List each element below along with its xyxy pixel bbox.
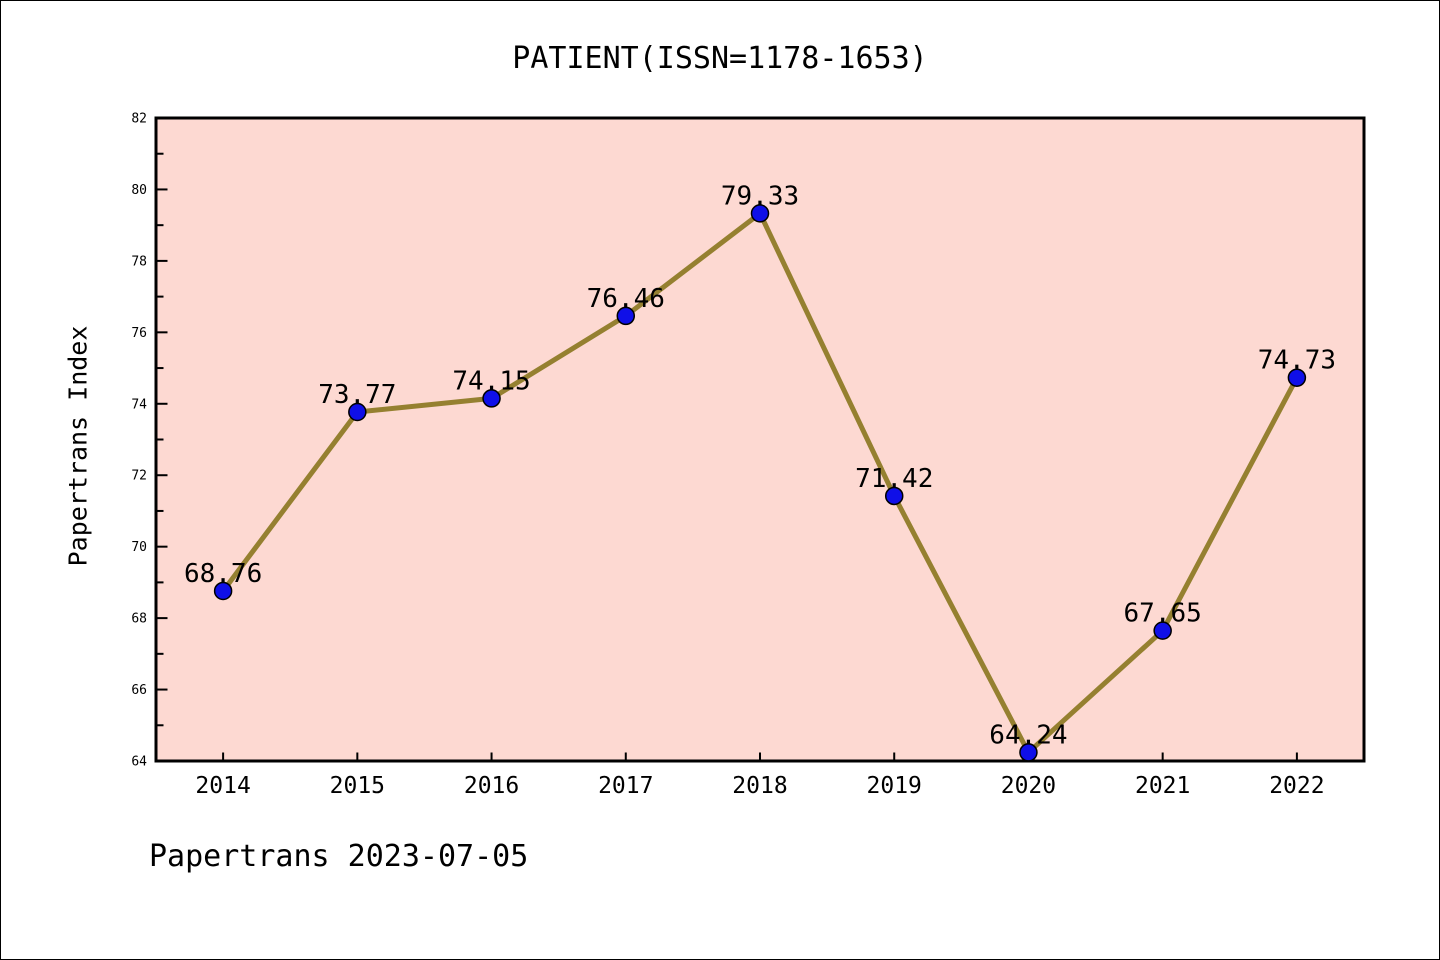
svg-text:68.76: 68.76 xyxy=(184,559,262,589)
svg-text:78: 78 xyxy=(131,254,147,269)
svg-text:64: 64 xyxy=(131,755,147,770)
svg-text:79.33: 79.33 xyxy=(721,181,799,211)
svg-text:71.42: 71.42 xyxy=(855,464,933,494)
svg-text:2016: 2016 xyxy=(464,773,519,799)
svg-text:70: 70 xyxy=(131,540,147,555)
chart-title: PATIENT(ISSN=1178-1653) xyxy=(512,41,928,76)
svg-text:76.46: 76.46 xyxy=(587,284,665,314)
svg-text:74.15: 74.15 xyxy=(452,366,530,396)
svg-text:2014: 2014 xyxy=(195,773,250,799)
footer-watermark: Papertrans 2023-07-05 xyxy=(149,839,529,874)
svg-text:73.77: 73.77 xyxy=(318,380,396,410)
svg-text:2015: 2015 xyxy=(330,773,385,799)
svg-text:64.24: 64.24 xyxy=(989,720,1067,750)
svg-text:2022: 2022 xyxy=(1269,773,1324,799)
svg-text:67.65: 67.65 xyxy=(1124,599,1202,629)
svg-text:2018: 2018 xyxy=(732,773,787,799)
svg-text:74: 74 xyxy=(131,397,147,412)
svg-text:66: 66 xyxy=(131,683,147,698)
svg-text:74.73: 74.73 xyxy=(1258,346,1336,376)
svg-text:80: 80 xyxy=(131,183,147,198)
svg-text:2020: 2020 xyxy=(1001,773,1056,799)
svg-text:82: 82 xyxy=(131,112,147,127)
svg-text:2021: 2021 xyxy=(1135,773,1190,799)
svg-text:68: 68 xyxy=(131,612,147,627)
svg-text:76: 76 xyxy=(131,326,147,341)
svg-text:2017: 2017 xyxy=(598,773,653,799)
svg-text:72: 72 xyxy=(131,469,147,484)
svg-text:2019: 2019 xyxy=(867,773,922,799)
